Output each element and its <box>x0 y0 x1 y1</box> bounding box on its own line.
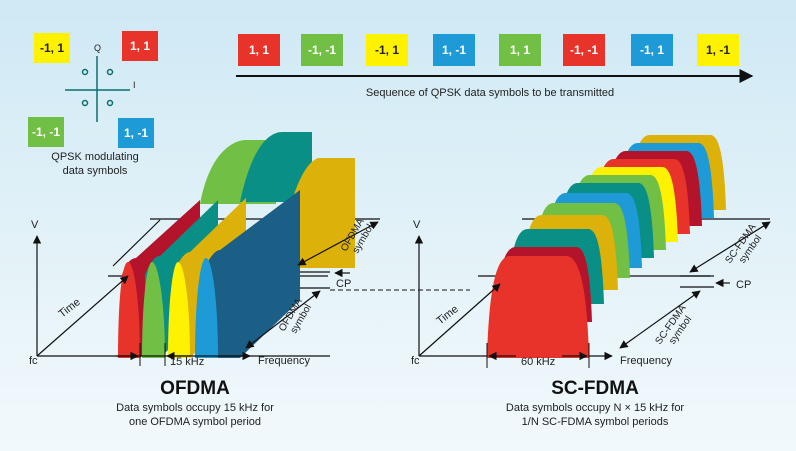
scfdma-symbol-arrow-bottom <box>619 290 701 349</box>
qpsk-constellation: Q I <box>65 43 136 122</box>
ofdma-title: OFDMA <box>160 378 230 399</box>
sequence-symbol: -1, -1 <box>301 34 343 66</box>
qpsk-point <box>106 68 114 76</box>
qpsk-symbol-bottom-left: -1, -1 <box>28 117 64 147</box>
ofdma-time-axis <box>36 275 129 357</box>
ofdma-v-label: V <box>31 219 39 231</box>
scfdma-symbol-arrow-top <box>689 221 771 273</box>
ofdma-subcarrier-back <box>240 132 312 202</box>
qpsk-point <box>106 99 114 107</box>
qpsk-symbol-bottom-right: 1, -1 <box>118 118 154 148</box>
sequence-symbol: -1, 1 <box>366 34 408 66</box>
sequence-symbol: -1, -1 <box>563 34 605 66</box>
sequence-caption: Sequence of QPSK data symbols to be tran… <box>365 87 615 99</box>
ofdma-description-line-2: one OFDMA symbol period <box>128 416 262 428</box>
scfdma-symbol-label-bottom: SC-FDMA symbol <box>653 303 694 347</box>
ofdma-symbol-arrow-top <box>297 221 379 266</box>
scfdma-description-line-1: Data symbols occupy N × 15 kHz for <box>505 402 685 414</box>
scfdma-fc-label: fc <box>411 355 420 367</box>
ofdma-cp-label: CP <box>336 278 351 290</box>
scfdma-cp-label: CP <box>736 279 751 291</box>
scfdma-v-label: V <box>413 219 421 231</box>
ofdma-frequency-label: Frequency <box>258 355 310 367</box>
qpsk-caption-line-2: data symbols <box>62 165 128 177</box>
qpsk-caption-line-1: QPSK modulating <box>51 151 139 163</box>
scfdma-bandwidth-label: 60 kHz <box>521 356 555 368</box>
sequence-symbol: 1, 1 <box>499 34 541 66</box>
ofdma-fc-label: fc <box>29 355 38 367</box>
qpsk-point <box>81 99 89 107</box>
sequence-symbol: -1, 1 <box>631 34 673 66</box>
scfdma-symbol-layer <box>487 256 589 358</box>
qpsk-i-label: I <box>133 80 136 90</box>
sequence-symbol: 1, -1 <box>433 34 475 66</box>
scfdma-frequency-label: Frequency <box>620 355 672 367</box>
ofdma-description-line-1: Data symbols occupy 15 kHz for <box>116 402 274 414</box>
qpsk-symbol-top-left: -1, 1 <box>34 33 70 63</box>
qpsk-point <box>81 68 89 76</box>
scfdma-description-line-2: 1/N SC-FDMA symbol periods <box>521 416 669 428</box>
scfdma-title: SC-FDMA <box>551 378 639 399</box>
ofdma-subcarrier <box>168 262 190 358</box>
qpsk-q-label: Q <box>94 43 101 53</box>
ofdma-subcarrier <box>118 262 140 358</box>
ofdma-time-label: Time <box>56 296 82 320</box>
ofdma-subcarrier <box>142 262 165 358</box>
scfdma-diagram: V fc Time Frequency CP 60 kHz SC-FDMA sy… <box>411 135 771 368</box>
ofdma-bandwidth-label: 15 kHz <box>170 356 204 368</box>
ofdma-subcarrier <box>195 258 218 358</box>
scfdma-time-label: Time <box>434 303 460 327</box>
ofdma-side-line <box>112 219 161 267</box>
qpsk-symbol-top-right: 1, 1 <box>122 31 158 61</box>
scfdma-time-axis <box>418 283 501 357</box>
ofdma-symbol-arrow-bottom <box>245 290 321 349</box>
sequence-symbol: 1, 1 <box>238 34 280 66</box>
ofdma-diagram: V fc Time Frequency CP 15 kHz OFDMA symb… <box>29 132 380 368</box>
sequence-symbol: 1, -1 <box>697 34 739 66</box>
